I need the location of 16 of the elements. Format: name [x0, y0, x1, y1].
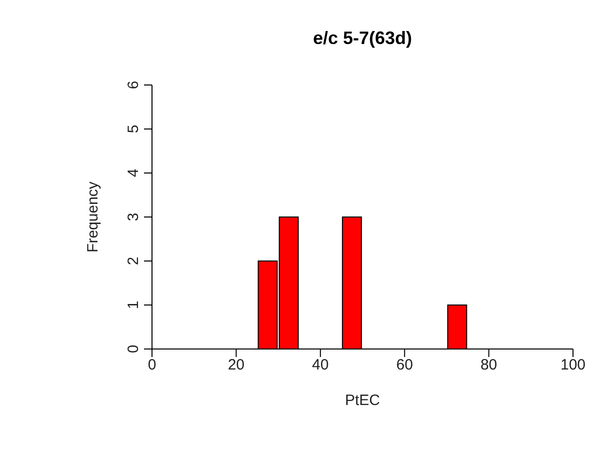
x-tick-label: 80 [480, 356, 498, 374]
chart-title: e/c 5-7(63d) [312, 28, 414, 49]
y-axis-title: Frequency [84, 181, 102, 252]
y-tick-label: 2 [125, 256, 142, 266]
y-tick-label: 4 [125, 168, 142, 178]
x-tick-label: 20 [228, 356, 245, 374]
y-tick-label: 0 [125, 344, 142, 354]
y-tick-label: 3 [125, 212, 142, 222]
x-axis-title: PtEC [344, 392, 380, 409]
x-tick-label: 60 [396, 356, 413, 374]
y-tick-label: 5 [125, 124, 142, 134]
y-tick-label: 1 [125, 300, 142, 310]
x-tick-label: 100 [560, 356, 586, 374]
y-tick-label: 6 [125, 80, 142, 90]
x-tick-label: 0 [148, 356, 156, 374]
x-tick-label: 40 [312, 356, 329, 374]
